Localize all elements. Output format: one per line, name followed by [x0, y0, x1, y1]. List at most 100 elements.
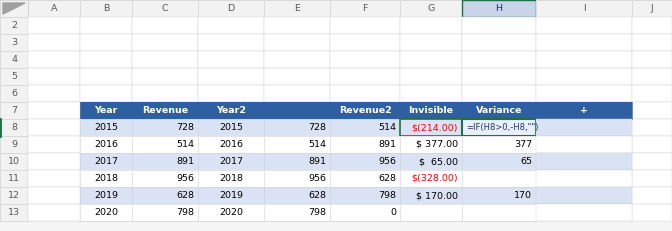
Text: $(328.00): $(328.00) — [411, 174, 458, 183]
Bar — [28, 187, 80, 204]
Text: 956: 956 — [308, 174, 326, 183]
Bar — [264, 170, 330, 187]
Bar — [198, 17, 264, 34]
Text: 10: 10 — [8, 157, 20, 166]
Bar — [28, 34, 80, 51]
Bar — [132, 204, 198, 221]
Text: 8: 8 — [11, 123, 17, 132]
Text: 728: 728 — [308, 123, 326, 132]
Bar — [330, 170, 400, 187]
Bar — [0, 85, 28, 102]
Bar — [132, 187, 198, 204]
Bar — [198, 102, 264, 119]
Bar — [0, 0, 28, 17]
Bar — [198, 102, 264, 119]
Bar — [198, 119, 264, 136]
Bar — [198, 187, 264, 204]
Text: H: H — [495, 4, 503, 13]
Bar — [330, 187, 400, 204]
Bar — [264, 119, 330, 136]
Bar — [462, 68, 536, 85]
Bar — [198, 34, 264, 51]
Bar — [132, 51, 198, 68]
Text: 798: 798 — [176, 208, 194, 217]
Bar — [264, 204, 330, 221]
Bar — [462, 153, 536, 170]
Bar — [400, 102, 462, 119]
Text: 891: 891 — [176, 157, 194, 166]
Text: B: B — [103, 4, 109, 13]
Text: $ 377.00: $ 377.00 — [416, 140, 458, 149]
Text: 2017: 2017 — [94, 157, 118, 166]
Bar — [330, 136, 400, 153]
Bar — [330, 204, 400, 221]
Bar — [198, 153, 264, 170]
Bar — [462, 170, 536, 187]
Bar — [264, 119, 330, 136]
Bar — [536, 85, 632, 102]
Text: 6: 6 — [11, 89, 17, 98]
Bar — [536, 102, 632, 119]
Bar — [462, 136, 536, 153]
Bar — [198, 51, 264, 68]
Bar — [330, 34, 400, 51]
Bar — [330, 187, 400, 204]
Bar — [0, 119, 28, 136]
Bar — [632, 119, 672, 136]
Bar — [330, 119, 400, 136]
Bar — [0, 85, 28, 102]
Bar — [330, 204, 400, 221]
Bar — [264, 119, 330, 136]
Bar — [132, 102, 198, 119]
Bar — [400, 187, 462, 204]
Bar — [80, 153, 132, 170]
Bar — [536, 204, 632, 221]
Bar — [198, 85, 264, 102]
Bar — [28, 153, 80, 170]
Bar — [132, 119, 198, 136]
Bar — [80, 187, 132, 204]
Bar — [400, 68, 462, 85]
Bar — [462, 153, 536, 170]
Bar — [536, 119, 632, 136]
Bar — [28, 204, 80, 221]
Bar — [80, 170, 132, 187]
Bar — [28, 153, 80, 170]
Bar — [632, 51, 672, 68]
Bar — [330, 119, 400, 136]
Bar — [462, 0, 536, 17]
Bar — [632, 51, 672, 68]
Bar — [462, 17, 536, 34]
Bar — [198, 85, 264, 102]
Bar — [264, 136, 330, 153]
Bar — [330, 102, 400, 119]
Bar — [28, 153, 80, 170]
Bar — [28, 85, 80, 102]
Bar — [400, 187, 462, 204]
Bar — [0, 0, 28, 17]
Bar — [264, 204, 330, 221]
Bar — [80, 136, 132, 153]
Bar — [132, 204, 198, 221]
Bar — [264, 17, 330, 34]
Bar — [0, 34, 28, 51]
Bar — [80, 102, 132, 119]
Bar — [632, 153, 672, 170]
Bar — [80, 187, 132, 204]
Bar — [462, 187, 536, 204]
Bar — [462, 85, 536, 102]
Bar — [28, 17, 80, 34]
Bar — [28, 153, 80, 170]
Bar — [0, 170, 28, 187]
Text: 7: 7 — [11, 106, 17, 115]
Bar — [462, 34, 536, 51]
Polygon shape — [3, 3, 25, 14]
Polygon shape — [3, 3, 25, 14]
Bar — [264, 102, 330, 119]
Bar — [330, 136, 400, 153]
Bar — [198, 170, 264, 187]
Bar — [536, 17, 632, 34]
Bar — [462, 119, 536, 136]
Bar — [536, 136, 632, 153]
Bar — [330, 170, 400, 187]
